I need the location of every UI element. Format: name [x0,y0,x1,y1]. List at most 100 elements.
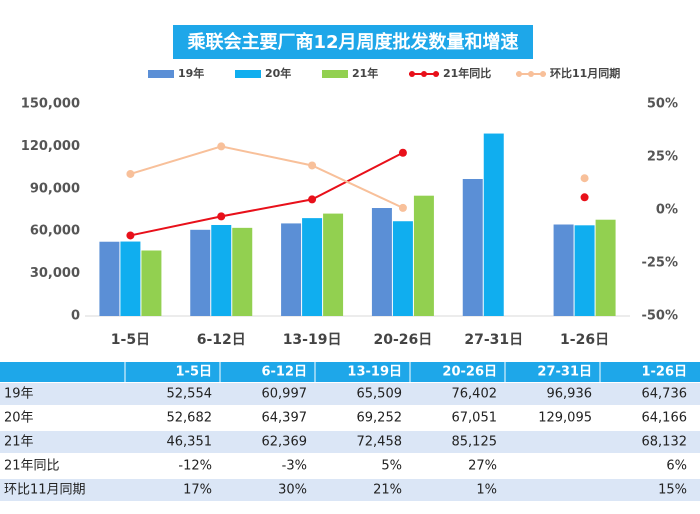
y-tick-label: 30,000 [30,266,80,281]
legend-marker [540,71,546,77]
table-row-bg [0,431,700,453]
bar [392,221,413,316]
table-row-bg [0,455,700,477]
legend-label: 环比11月同期 [550,66,620,80]
table-cell: 69,252 [357,411,403,426]
table-cell: 60,997 [262,387,308,402]
table-cell: 85,125 [452,435,498,450]
table-header: 27-31日 [537,365,592,380]
chart-title: 乘联会主要厂商12月周度批发数量和增速 [186,31,518,53]
table-header-bg [0,362,700,382]
table-row-label: 19年 [4,387,34,402]
table-row-label: 21年同比 [4,459,60,474]
legend-label: 21年同比 [443,66,491,80]
legend-marker [433,71,439,77]
bar [483,133,504,316]
table-cell: 68,132 [642,435,688,450]
y-tick-label: 90,000 [30,181,80,196]
y-tick-label: 120,000 [21,139,80,154]
line-marker [126,231,135,240]
x-tick-label: 6-12日 [197,332,246,348]
table-cell: 5% [381,459,402,474]
legend-label: 20年 [265,66,291,80]
x-tick-label: 1-5日 [111,332,150,348]
x-tick-label: 20-26日 [374,332,433,348]
line-marker [308,161,317,170]
table-cell: 52,682 [167,411,213,426]
bar [120,241,141,316]
table-cell: 17% [183,483,212,498]
legend-marker [528,71,534,77]
table-cell: 27% [468,459,497,474]
line-marker [398,148,407,157]
line-marker [580,193,589,202]
bar [462,178,483,316]
legend-marker [516,71,522,77]
table-cell: 15% [658,483,687,498]
table-cell: 64,166 [642,411,688,426]
table-row-label: 20年 [4,411,34,426]
table-cell: 30% [278,483,307,498]
bar [371,208,392,316]
bar [99,241,120,316]
y2-tick-label: -25% [641,256,678,271]
legend-marker [409,71,415,77]
table-cell: 129,095 [538,411,592,426]
bar [413,195,434,316]
table-cell: 64,397 [262,411,308,426]
table-header: 6-12日 [261,365,307,380]
table-row-label: 环比11月同期 [4,483,86,498]
table-cell: 62,369 [262,435,308,450]
bar [553,224,574,316]
table-cell: 46,351 [167,435,213,450]
table-cell: 21% [373,483,402,498]
table-cell: 76,402 [452,387,498,402]
legend-label: 19年 [178,66,204,80]
bar [574,225,595,316]
table-header: 1-5日 [176,365,213,380]
line-marker [398,203,407,212]
line-marker [217,142,226,151]
table-cell: 65,509 [357,387,403,402]
y2-tick-label: 25% [647,150,678,165]
bar [211,224,232,316]
line-marker [308,195,317,204]
y-tick-label: 60,000 [30,224,80,239]
bar [141,250,162,316]
table-header: 20-26日 [442,365,497,380]
bar [595,219,616,316]
x-tick-label: 13-19日 [283,332,342,348]
legend-swatch [322,70,348,78]
line-marker [217,212,226,221]
title-box [173,25,533,59]
line-marker [580,174,589,183]
table-cell: -3% [282,459,307,474]
legend-marker [421,71,427,77]
bar [323,213,344,316]
table-header: 13-19日 [347,365,402,380]
bar [190,229,211,316]
bar [232,227,253,316]
line [130,153,584,236]
legend-swatch [148,70,174,78]
x-tick-label: 27-31日 [464,332,523,348]
legend-swatch [235,70,261,78]
line-marker [126,169,135,178]
y-tick-label: 150,000 [21,97,80,112]
table-cell: 6% [666,459,687,474]
bar [281,223,302,316]
table-row-bg [0,479,700,501]
table-row-bg [0,383,700,405]
y2-tick-label: -50% [641,309,678,324]
table-header: 1-26日 [641,365,687,380]
y2-tick-label: 0% [656,203,678,218]
table-cell: 64,736 [642,387,688,402]
table-cell: 52,554 [167,387,213,402]
bar [302,218,323,316]
table-cell: -12% [178,459,212,474]
table-cell: 1% [476,483,497,498]
table-row-bg [0,407,700,429]
legend-label: 21年 [352,66,378,80]
y2-tick-label: 50% [647,97,678,112]
x-tick-label: 1-26日 [560,332,609,348]
